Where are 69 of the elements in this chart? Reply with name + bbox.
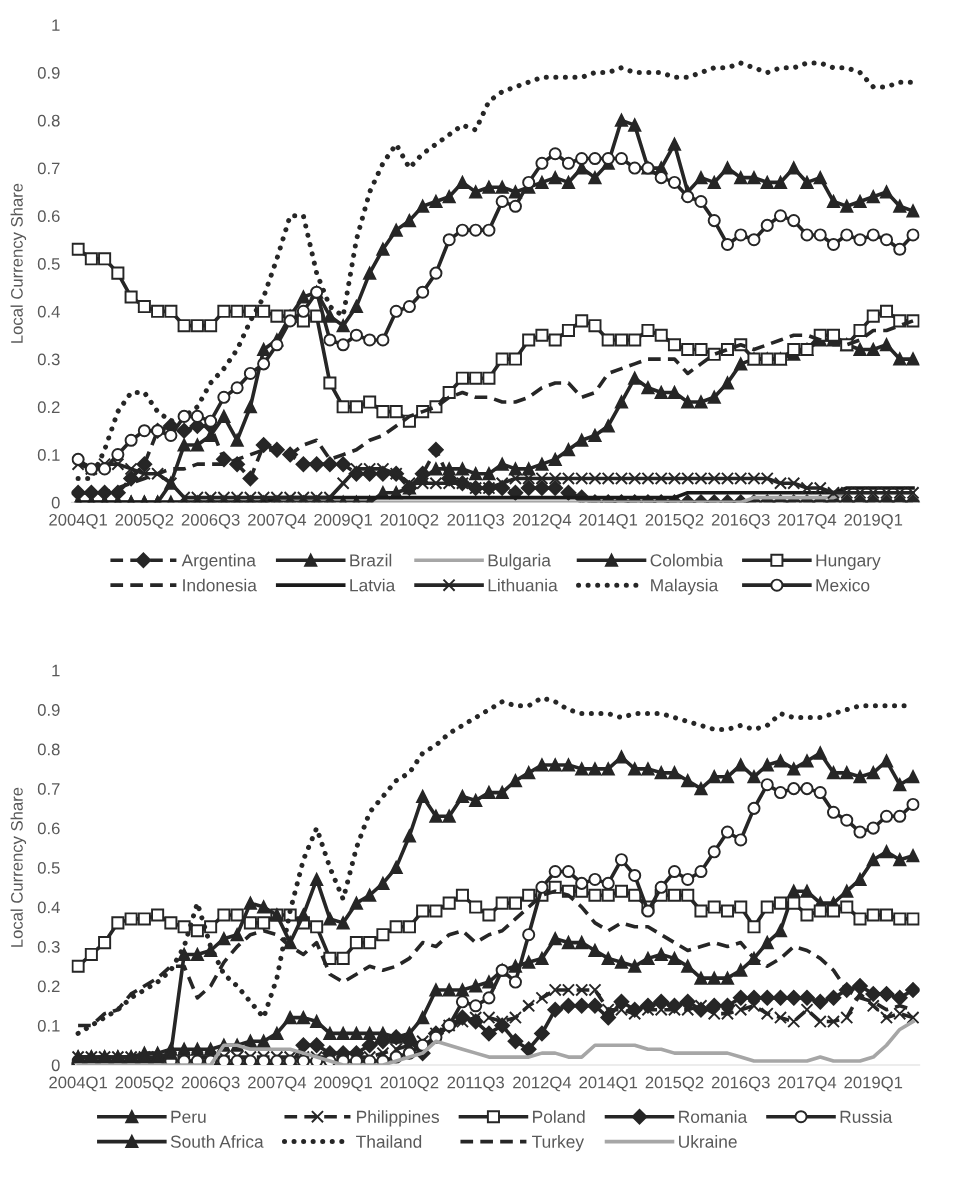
y-tick-label: 0.6 (37, 210, 60, 223)
x-tick-label: 2007Q4 (248, 513, 307, 529)
x-tick-label: 2011Q3 (447, 513, 504, 529)
x-tick-label: 2009Q1 (314, 1076, 372, 1092)
x-tick-label: 2010Q2 (380, 513, 439, 529)
x-tick-label: 2015Q2 (645, 1076, 704, 1092)
legend-label: Latvia (350, 578, 396, 592)
x-tick-label: 2010Q2 (380, 1076, 439, 1092)
y-axis-title: Local Currency Share (10, 787, 27, 947)
y-tick-label: 0.4 (37, 901, 60, 914)
x-tick-label: 2019Q1 (844, 1076, 903, 1092)
legend-label: Indonesia (183, 578, 257, 592)
y-tick-label: 0.9 (37, 704, 60, 716)
legend-label: Russia (840, 1110, 893, 1123)
legend-label: Ukraine (679, 1135, 737, 1148)
y-tick-label: 0 (51, 496, 60, 509)
legend-label: South Africa (170, 1135, 264, 1148)
y-tick-label: 0.1 (37, 449, 60, 461)
y-tick-label: 0.8 (37, 743, 60, 756)
y-tick-label: 0.4 (37, 305, 60, 318)
legend-label: Poland (533, 1110, 585, 1123)
y-tick-label: 1 (52, 19, 60, 31)
legend-label: Hungary (816, 554, 881, 570)
x-tick-label: 2006Q3 (181, 1076, 240, 1092)
x-tick-label: 2007Q4 (248, 1076, 307, 1092)
x-tick-label: 2017Q4 (778, 1076, 837, 1092)
y-tick-label: 0.7 (37, 162, 60, 175)
legend-label: Romania (679, 1110, 748, 1123)
x-tick-label: 2014Q1 (579, 1076, 638, 1092)
x-tick-label: 2005Q2 (115, 1076, 174, 1092)
y-tick-label: 0 (51, 1059, 60, 1072)
x-tick-label: 2006Q3 (181, 513, 240, 529)
y-tick-label: 0.9 (37, 66, 60, 79)
x-tick-label: 2015Q2 (645, 513, 704, 529)
x-tick-label: 2012Q4 (513, 1076, 572, 1092)
x-tick-label: 2011Q3 (447, 1076, 504, 1092)
y-tick-label: 0.3 (37, 353, 60, 366)
legend-label: Brazil (350, 553, 392, 567)
y-tick-label: 1 (52, 664, 60, 677)
y-tick-label: 0.1 (37, 1019, 60, 1032)
legend-label: Philippines (357, 1110, 439, 1127)
x-tick-label: 2016Q3 (711, 513, 770, 529)
x-tick-label: 2004Q1 (49, 513, 107, 529)
legend-label: Malaysia (651, 578, 719, 595)
legend-label: Argentina (181, 553, 256, 570)
y-tick-label: 0.7 (37, 783, 60, 795)
x-tick-label: 2005Q2 (115, 513, 174, 529)
y-tick-label: 0.2 (37, 401, 60, 414)
legend-label: Lithuania (488, 578, 558, 592)
x-tick-label: 2009Q1 (314, 513, 372, 529)
x-tick-label: 2014Q1 (579, 513, 638, 529)
legend-label: Turkey (532, 1135, 585, 1152)
x-tick-label: 2019Q1 (844, 513, 903, 529)
legend-label: Colombia (650, 553, 724, 567)
legend-label: Bulgaria (488, 553, 551, 570)
x-tick-label: 2016Q3 (711, 1076, 770, 1092)
x-tick-label: 2012Q4 (513, 513, 572, 529)
y-tick-label: 0.3 (37, 940, 60, 953)
legend-label: Thailand (356, 1135, 422, 1148)
legend-label: Peru (171, 1110, 206, 1123)
y-tick-label: 0.5 (37, 861, 60, 874)
x-tick-label: 2004Q1 (49, 1076, 107, 1092)
y-tick-label: 0.6 (37, 822, 60, 835)
y-tick-label: 0.2 (37, 980, 60, 993)
y-tick-label: 0.5 (37, 257, 60, 270)
y-axis-title: Local Currency Share (10, 183, 27, 343)
x-tick-label: 2017Q4 (778, 513, 837, 529)
legend-label: Mexico (816, 578, 870, 592)
y-tick-label: 0.8 (37, 114, 60, 127)
